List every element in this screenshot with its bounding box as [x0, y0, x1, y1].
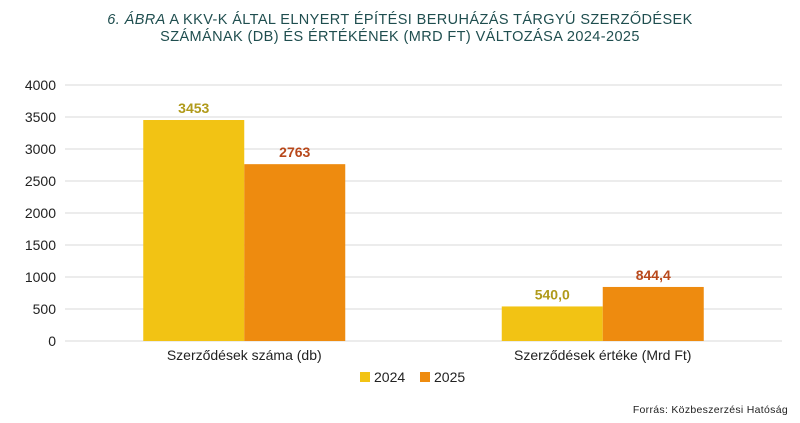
legend-swatch-2024: [360, 372, 370, 382]
y-tick-label: 2500: [25, 173, 56, 189]
title-line-1: 6. ÁBRA A KKV-K ÁLTAL ELNYERT ÉPÍTÉSI BE…: [0, 12, 800, 29]
y-tick-label: 3000: [25, 141, 56, 157]
figure-label: 6. ÁBRA: [107, 12, 166, 28]
bar-2025-count: [244, 164, 346, 341]
data-label: 2763: [279, 144, 310, 160]
title-line-2: SZÁMÁNAK (DB) ÉS ÉRTÉKÉNEK (MRD FT) VÁLT…: [160, 29, 640, 45]
x-category-label: Szerződések értéke (Mrd Ft): [514, 347, 691, 363]
source-note: Forrás: Közbeszerzési Hatóság: [632, 404, 788, 416]
legend-label-2025: 2025: [434, 369, 465, 385]
y-tick-label: 4000: [25, 77, 56, 93]
bar-2024-count: [143, 120, 245, 342]
data-label: 3453: [178, 100, 209, 116]
x-category-label: Szerződések száma (db): [167, 347, 322, 363]
legend-swatch-2025: [420, 372, 430, 382]
y-tick-label: 1500: [25, 237, 56, 253]
y-tick-label: 3500: [25, 109, 56, 125]
bar-2025-value: [602, 286, 704, 341]
y-tick-label: 1000: [25, 269, 56, 285]
y-tick-label: 0: [48, 333, 56, 349]
data-label: 540,0: [535, 286, 570, 302]
legend-label-2024: 2024: [374, 369, 405, 385]
title-line-1-text: A KKV-K ÁLTAL ELNYERT ÉPÍTÉSI BERUHÁZÁS …: [165, 12, 693, 28]
chart-title: 6. ÁBRA A KKV-K ÁLTAL ELNYERT ÉPÍTÉSI BE…: [0, 12, 800, 46]
data-label: 844,4: [636, 267, 671, 283]
y-tick-label: 500: [33, 301, 57, 317]
bar-2024-value: [501, 306, 603, 341]
y-tick-label: 2000: [25, 205, 56, 221]
